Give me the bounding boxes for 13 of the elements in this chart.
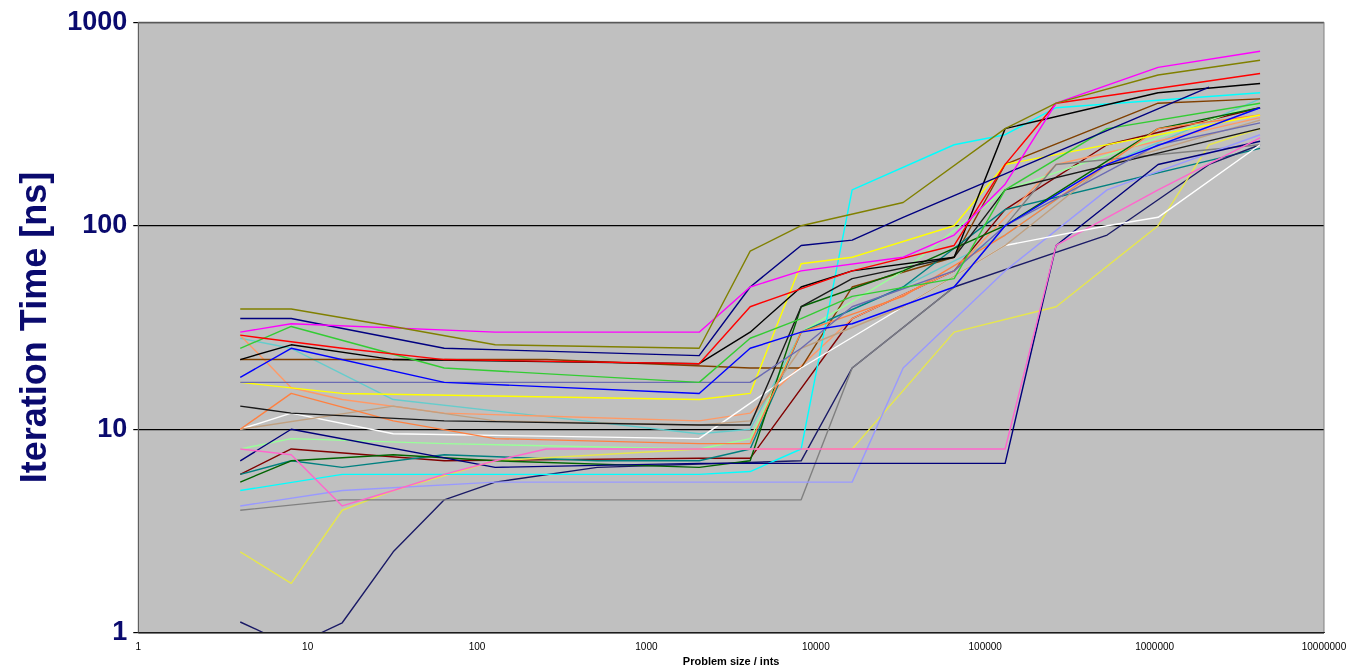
x-tick-label: 10	[302, 640, 314, 652]
x-tick-label: 1	[135, 640, 142, 652]
x-axis-title: Problem size / ints	[682, 655, 780, 668]
y-tick-label: 100	[82, 209, 128, 240]
y-tick-label: 1000	[67, 5, 128, 36]
x-tick-label: 10000000	[1301, 640, 1347, 652]
x-tick-label: 10000	[801, 640, 831, 652]
y-axis-title: Iteration Time [ns]	[12, 171, 54, 484]
x-tick-label: 100	[468, 640, 486, 652]
x-tick-label: 1000	[635, 640, 658, 652]
x-tick-label: 100000	[968, 640, 1003, 652]
y-tick-label: 10	[97, 412, 128, 443]
x-tick-label: 1000000	[1135, 640, 1175, 652]
